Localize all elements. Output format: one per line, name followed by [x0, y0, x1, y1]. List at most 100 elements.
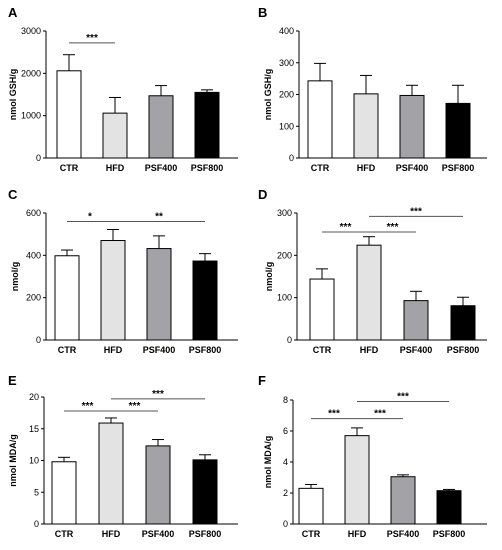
- bar-psf800: [436, 490, 462, 525]
- bar-hfd: [98, 422, 124, 525]
- x-tick-label: HFD: [102, 529, 121, 539]
- y-tick-label: 100: [277, 293, 292, 303]
- x-tick-label: HFD: [106, 163, 125, 173]
- x-tick-label: CTR: [313, 345, 332, 355]
- panel-letter: A: [8, 5, 18, 20]
- y-tick-label: 300: [277, 208, 292, 218]
- x-tick-label: HFD: [357, 163, 376, 173]
- bar-hfd: [102, 112, 128, 159]
- bar-ctr: [51, 461, 77, 525]
- y-tick-label: 0: [36, 335, 41, 345]
- significance-label: ***: [82, 401, 94, 412]
- x-tick-label: PSF800: [447, 345, 480, 355]
- y-tick-label: 5: [34, 487, 39, 497]
- significance-label: ***: [374, 409, 386, 420]
- y-tick-label: 600: [26, 208, 41, 218]
- x-tick-label: CTR: [60, 163, 79, 173]
- bar-psf800: [450, 305, 476, 341]
- significance-label: ***: [86, 33, 98, 44]
- bar-psf400: [148, 95, 174, 159]
- x-tick-label: CTR: [58, 345, 77, 355]
- y-tick-label: 15: [29, 424, 39, 434]
- bar-ctr: [298, 487, 324, 525]
- y-tick-label: 20: [29, 392, 39, 402]
- significance-label: ***: [328, 409, 340, 420]
- y-tick-label: 200: [277, 250, 292, 260]
- y-tick-label: 200: [26, 293, 41, 303]
- x-tick-label: PSF400: [143, 345, 176, 355]
- y-axis-label: nmol/g: [10, 262, 20, 292]
- bar-psf800: [192, 260, 218, 341]
- significance-label: ***: [129, 401, 141, 412]
- y-tick-label: 100: [279, 121, 294, 131]
- bar-psf400: [145, 445, 171, 525]
- y-tick-label: 0: [289, 153, 294, 163]
- y-tick-label: 6: [283, 426, 288, 436]
- bar-psf400: [399, 94, 425, 159]
- x-tick-label: PSF800: [189, 345, 222, 355]
- significance-label: ***: [397, 392, 409, 403]
- y-tick-label: 0: [36, 153, 41, 163]
- bar-psf800: [445, 102, 471, 159]
- x-tick-label: PSF800: [442, 163, 475, 173]
- bar-psf400: [390, 476, 416, 525]
- y-tick-label: 8: [283, 395, 288, 405]
- panel-letter: F: [258, 373, 266, 388]
- x-tick-label: PSF800: [191, 163, 224, 173]
- y-tick-label: 400: [279, 26, 294, 36]
- x-tick-label: PSF400: [400, 345, 433, 355]
- significance-label: *: [88, 211, 92, 222]
- y-tick-label: 0: [34, 519, 39, 529]
- significance-label: ***: [152, 389, 164, 400]
- y-axis-label: nmol GSH/g: [8, 69, 18, 121]
- significance-label: ***: [387, 222, 399, 233]
- y-tick-label: 300: [279, 58, 294, 68]
- y-tick-label: 400: [26, 250, 41, 260]
- panel-letter: C: [8, 187, 18, 202]
- bar-ctr: [307, 80, 333, 159]
- x-tick-label: CTR: [311, 163, 330, 173]
- significance-label: ***: [410, 206, 422, 217]
- panel-letter: D: [258, 187, 267, 202]
- bar-ctr: [309, 278, 335, 341]
- y-tick-label: 4: [283, 457, 288, 467]
- bar-hfd: [100, 240, 126, 341]
- bar-psf400: [146, 248, 172, 341]
- x-tick-label: PSF800: [189, 529, 222, 539]
- x-tick-label: HFD: [104, 345, 123, 355]
- significance-label: **: [155, 211, 163, 222]
- x-tick-label: HFD: [348, 529, 367, 539]
- bar-hfd: [353, 93, 379, 159]
- bar-psf800: [192, 459, 218, 525]
- bar-ctr: [56, 70, 82, 159]
- bar-psf400: [403, 300, 429, 341]
- x-tick-label: PSF400: [145, 163, 178, 173]
- x-tick-label: CTR: [55, 529, 74, 539]
- bar-hfd: [344, 435, 370, 525]
- y-axis-label: nmol/g: [264, 262, 274, 292]
- y-axis-label: nmol GSH/g: [263, 69, 273, 121]
- y-tick-label: 0: [283, 519, 288, 529]
- bar-psf800: [194, 91, 220, 159]
- y-tick-label: 200: [279, 90, 294, 100]
- y-tick-label: 3000: [21, 26, 41, 36]
- x-tick-label: PSF400: [142, 529, 175, 539]
- x-tick-label: PSF800: [433, 529, 466, 539]
- significance-label: ***: [340, 222, 352, 233]
- y-tick-label: 2000: [21, 68, 41, 78]
- panel-letter: B: [258, 5, 267, 20]
- y-tick-label: 0: [287, 335, 292, 345]
- bar-ctr: [54, 255, 80, 341]
- y-tick-label: 10: [29, 456, 39, 466]
- y-tick-label: 1000: [21, 111, 41, 121]
- x-tick-label: HFD: [360, 345, 379, 355]
- y-tick-label: 2: [283, 488, 288, 498]
- bar-hfd: [356, 244, 382, 341]
